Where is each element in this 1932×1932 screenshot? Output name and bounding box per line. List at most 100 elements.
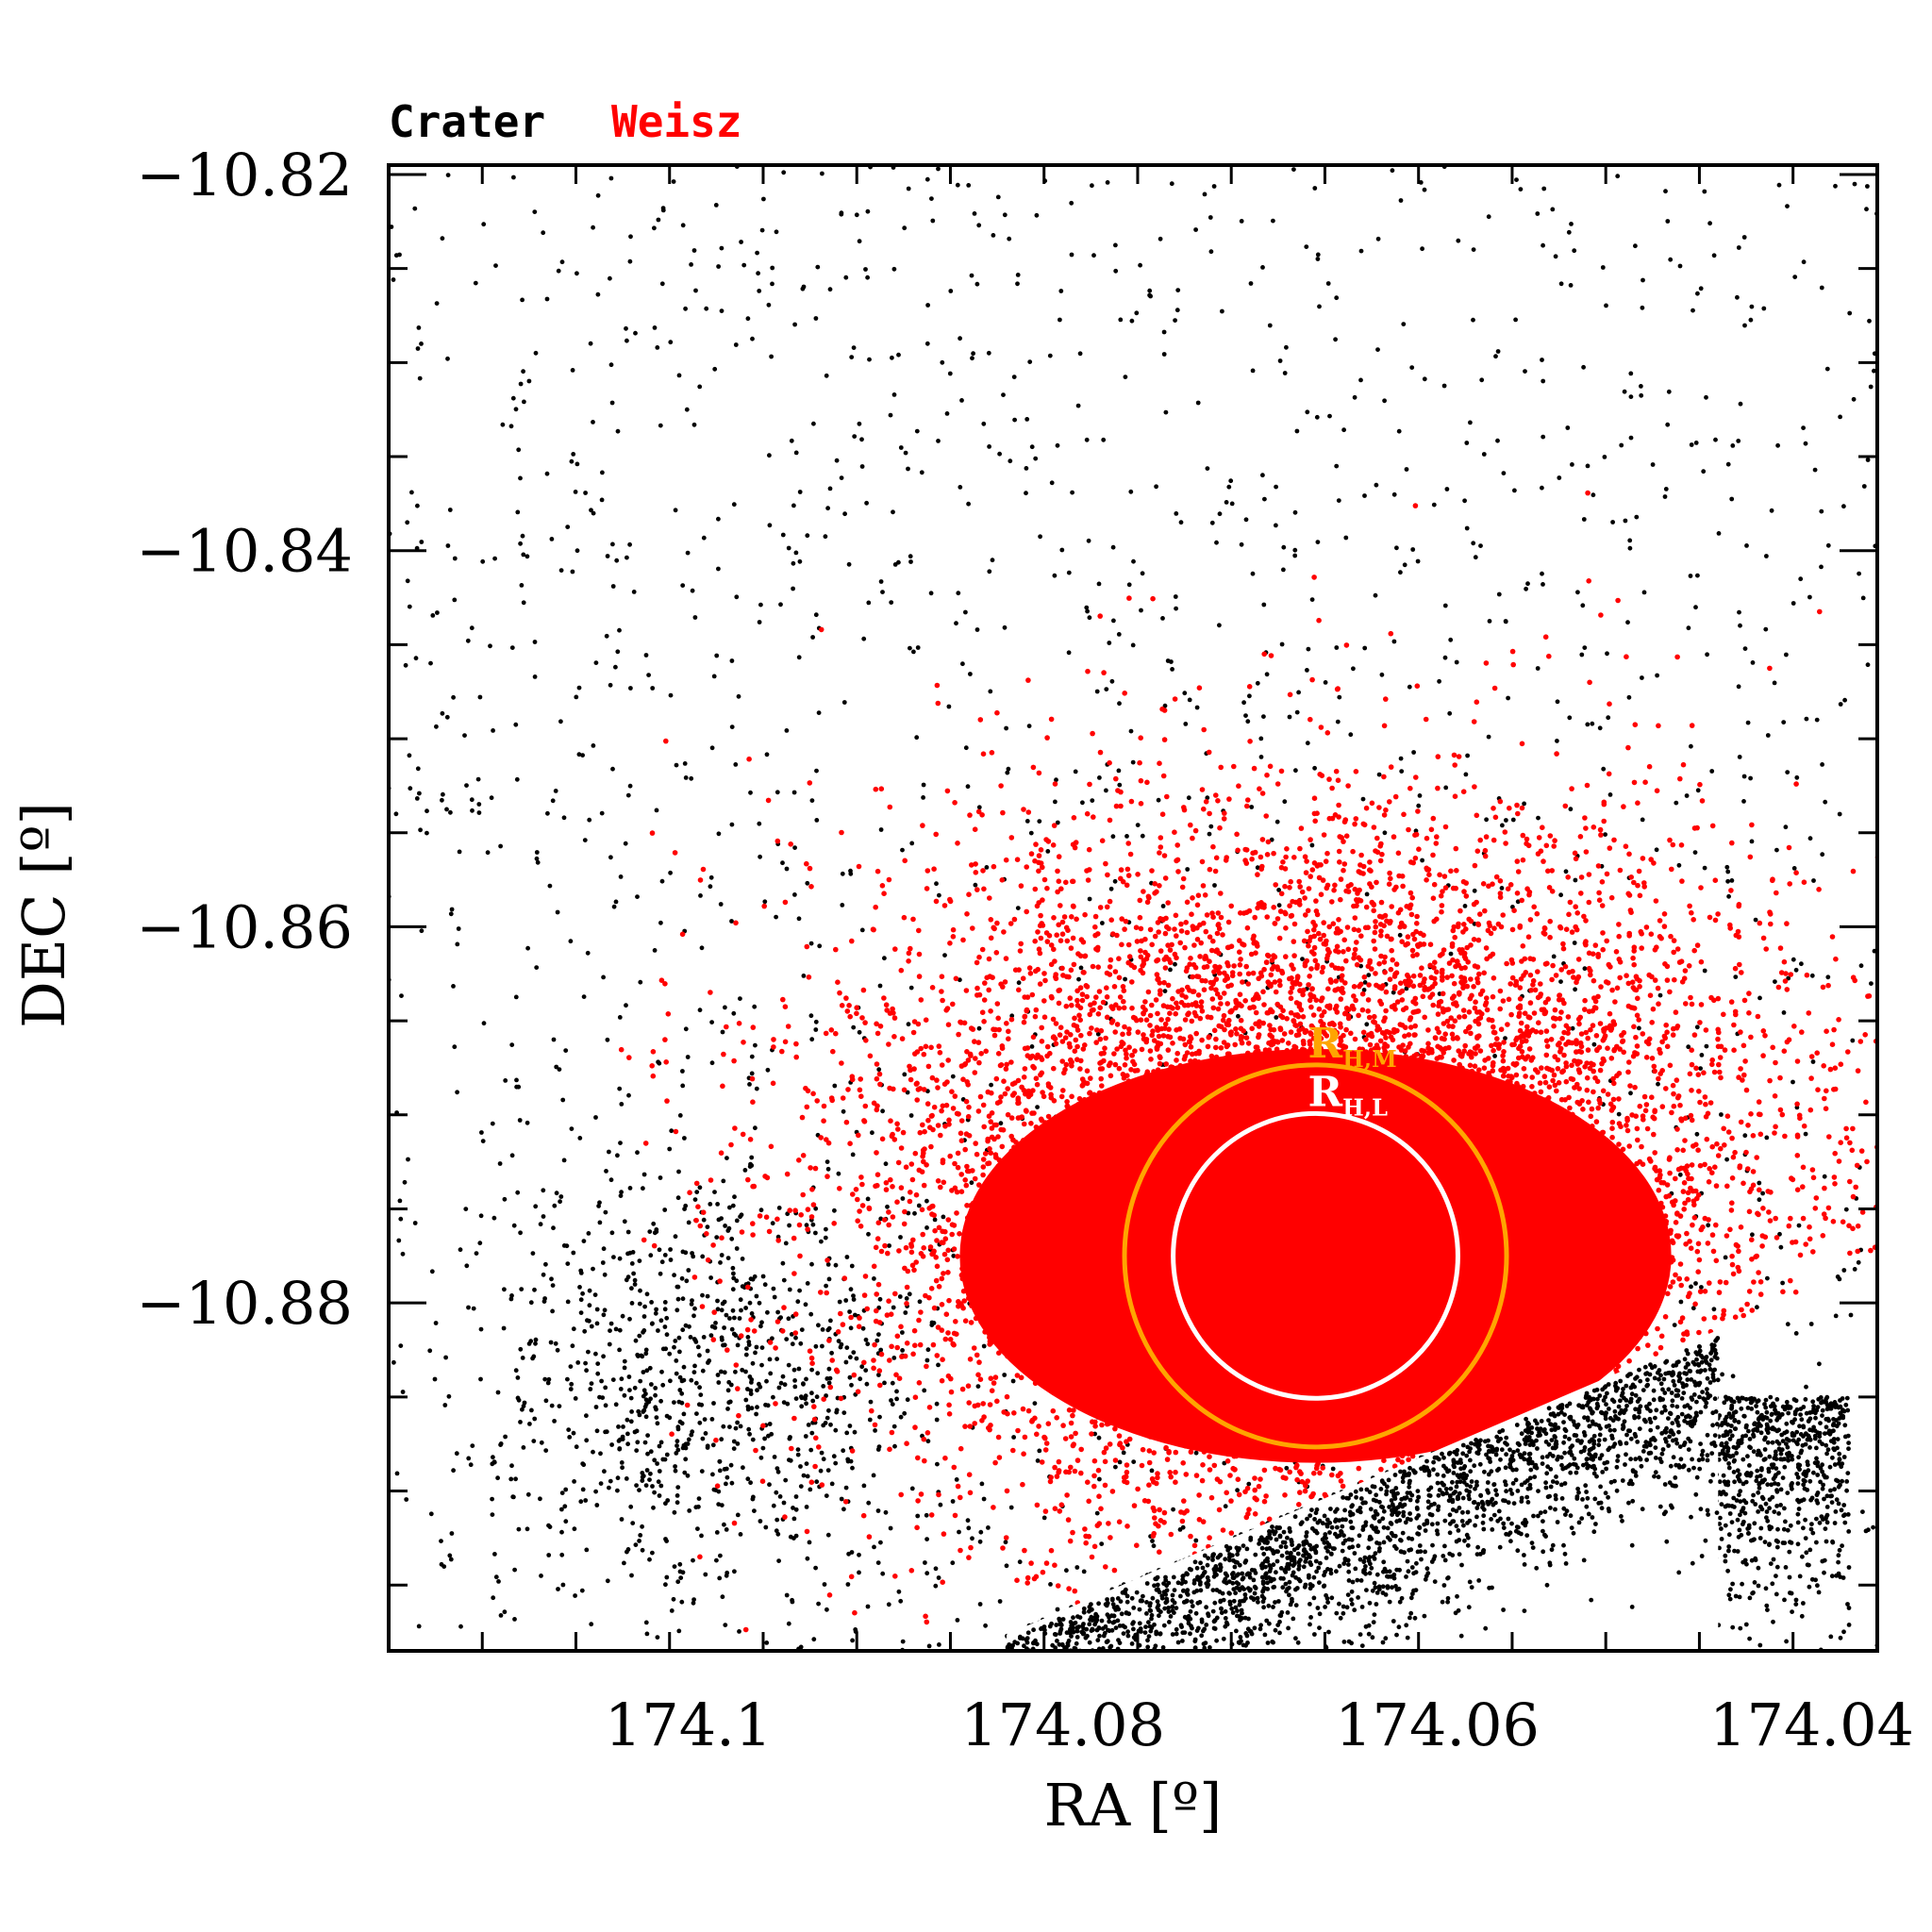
crater-point — [1865, 184, 1870, 189]
crater-point — [1833, 1509, 1839, 1514]
crater-point — [1183, 1741, 1188, 1746]
crater-point — [971, 351, 975, 357]
crater-point — [631, 590, 637, 594]
crater-point — [1285, 1659, 1290, 1664]
crater-point — [1834, 1497, 1840, 1503]
crater-point — [1830, 1539, 1835, 1544]
crater-point — [1062, 1661, 1067, 1666]
crater-point — [576, 752, 582, 758]
crater-point — [1170, 1657, 1174, 1662]
crater-point — [1117, 782, 1123, 788]
crater-point — [428, 660, 433, 666]
crater-point — [400, 1251, 406, 1257]
crater-point — [1726, 1548, 1731, 1554]
crater-point — [1784, 1421, 1790, 1426]
crater-point — [1727, 1596, 1733, 1602]
crater-point — [1007, 1793, 1011, 1798]
crater-point — [1042, 1664, 1047, 1669]
crater-point — [637, 1301, 642, 1307]
crater-point — [500, 422, 506, 427]
crater-point — [1175, 288, 1181, 292]
crater-point — [1411, 750, 1416, 755]
crater-point — [1040, 1658, 1044, 1663]
crater-point — [591, 225, 595, 230]
crater-point — [911, 649, 916, 655]
crater-point — [1778, 1457, 1783, 1462]
crater-point — [1229, 501, 1235, 507]
crater-point — [1774, 1574, 1778, 1578]
crater-point — [1296, 690, 1301, 695]
crater-point — [1171, 1862, 1175, 1867]
crater-point — [1764, 554, 1769, 558]
crater-point — [1109, 1656, 1114, 1660]
crater-point — [1812, 467, 1818, 473]
crater-point — [1550, 207, 1556, 212]
crater-point — [909, 1486, 915, 1491]
crater-point — [633, 330, 638, 336]
crater-point — [1254, 1690, 1258, 1695]
crater-point — [902, 1072, 908, 1077]
crater-point — [1035, 1105, 1040, 1109]
crater-point — [1337, 694, 1342, 700]
crater-point — [1167, 1680, 1172, 1685]
crater-point — [1847, 310, 1853, 316]
crater-point — [1256, 1772, 1260, 1776]
crater-point — [749, 1054, 755, 1059]
crater-point — [709, 1020, 714, 1024]
crater-point — [1003, 1540, 1008, 1545]
crater-point — [511, 175, 516, 180]
crater-point — [1281, 567, 1286, 573]
crater-point — [1464, 441, 1470, 445]
crater-point — [846, 1551, 851, 1557]
crater-point — [558, 568, 564, 573]
crater-point — [1733, 974, 1739, 979]
crater-point — [1540, 571, 1544, 576]
crater-point — [1788, 1540, 1792, 1545]
crater-point — [1784, 1441, 1789, 1446]
crater-point — [680, 1069, 685, 1074]
crater-point — [1182, 1746, 1187, 1751]
crater-point — [1012, 417, 1017, 423]
crater-point — [1258, 736, 1264, 741]
crater-point — [880, 590, 885, 594]
crater-point — [600, 470, 605, 475]
crater-point — [1116, 632, 1122, 637]
crater-point — [1790, 1079, 1795, 1085]
crater-point — [972, 211, 977, 216]
crater-point — [562, 1504, 568, 1509]
crater-point — [655, 1635, 660, 1640]
crater-point — [1045, 1673, 1050, 1677]
crater-point — [1689, 743, 1693, 749]
crater-point — [958, 977, 962, 983]
crater-point — [625, 338, 629, 343]
crater-point — [815, 264, 821, 270]
crater-point — [1487, 619, 1492, 624]
crater-point — [1783, 824, 1789, 830]
crater-point — [405, 520, 410, 525]
crater-point — [1334, 463, 1340, 469]
crater-point — [680, 223, 686, 228]
crater-point — [1208, 824, 1214, 829]
crater-point — [1726, 893, 1731, 899]
crater-point — [1575, 590, 1580, 595]
crater-point — [1204, 1702, 1208, 1707]
crater-point — [801, 974, 807, 978]
crater-point — [1739, 1668, 1743, 1673]
crater-point — [1117, 701, 1122, 707]
crater-point — [969, 273, 974, 278]
crater-point — [966, 183, 972, 188]
crater-point — [503, 1434, 508, 1440]
crater-point — [1723, 1457, 1728, 1462]
crater-point — [1113, 268, 1119, 274]
crater-point — [1852, 181, 1857, 187]
crater-point — [1604, 303, 1608, 308]
crater-point — [1775, 1415, 1781, 1421]
crater-point — [1800, 1554, 1805, 1559]
crater-point — [601, 974, 606, 980]
crater-point — [1448, 951, 1454, 957]
crater-point — [1261, 714, 1266, 719]
crater-point — [936, 439, 941, 443]
crater-point — [1719, 1491, 1724, 1497]
crater-point — [1364, 891, 1370, 897]
crater-point — [1693, 1281, 1698, 1286]
